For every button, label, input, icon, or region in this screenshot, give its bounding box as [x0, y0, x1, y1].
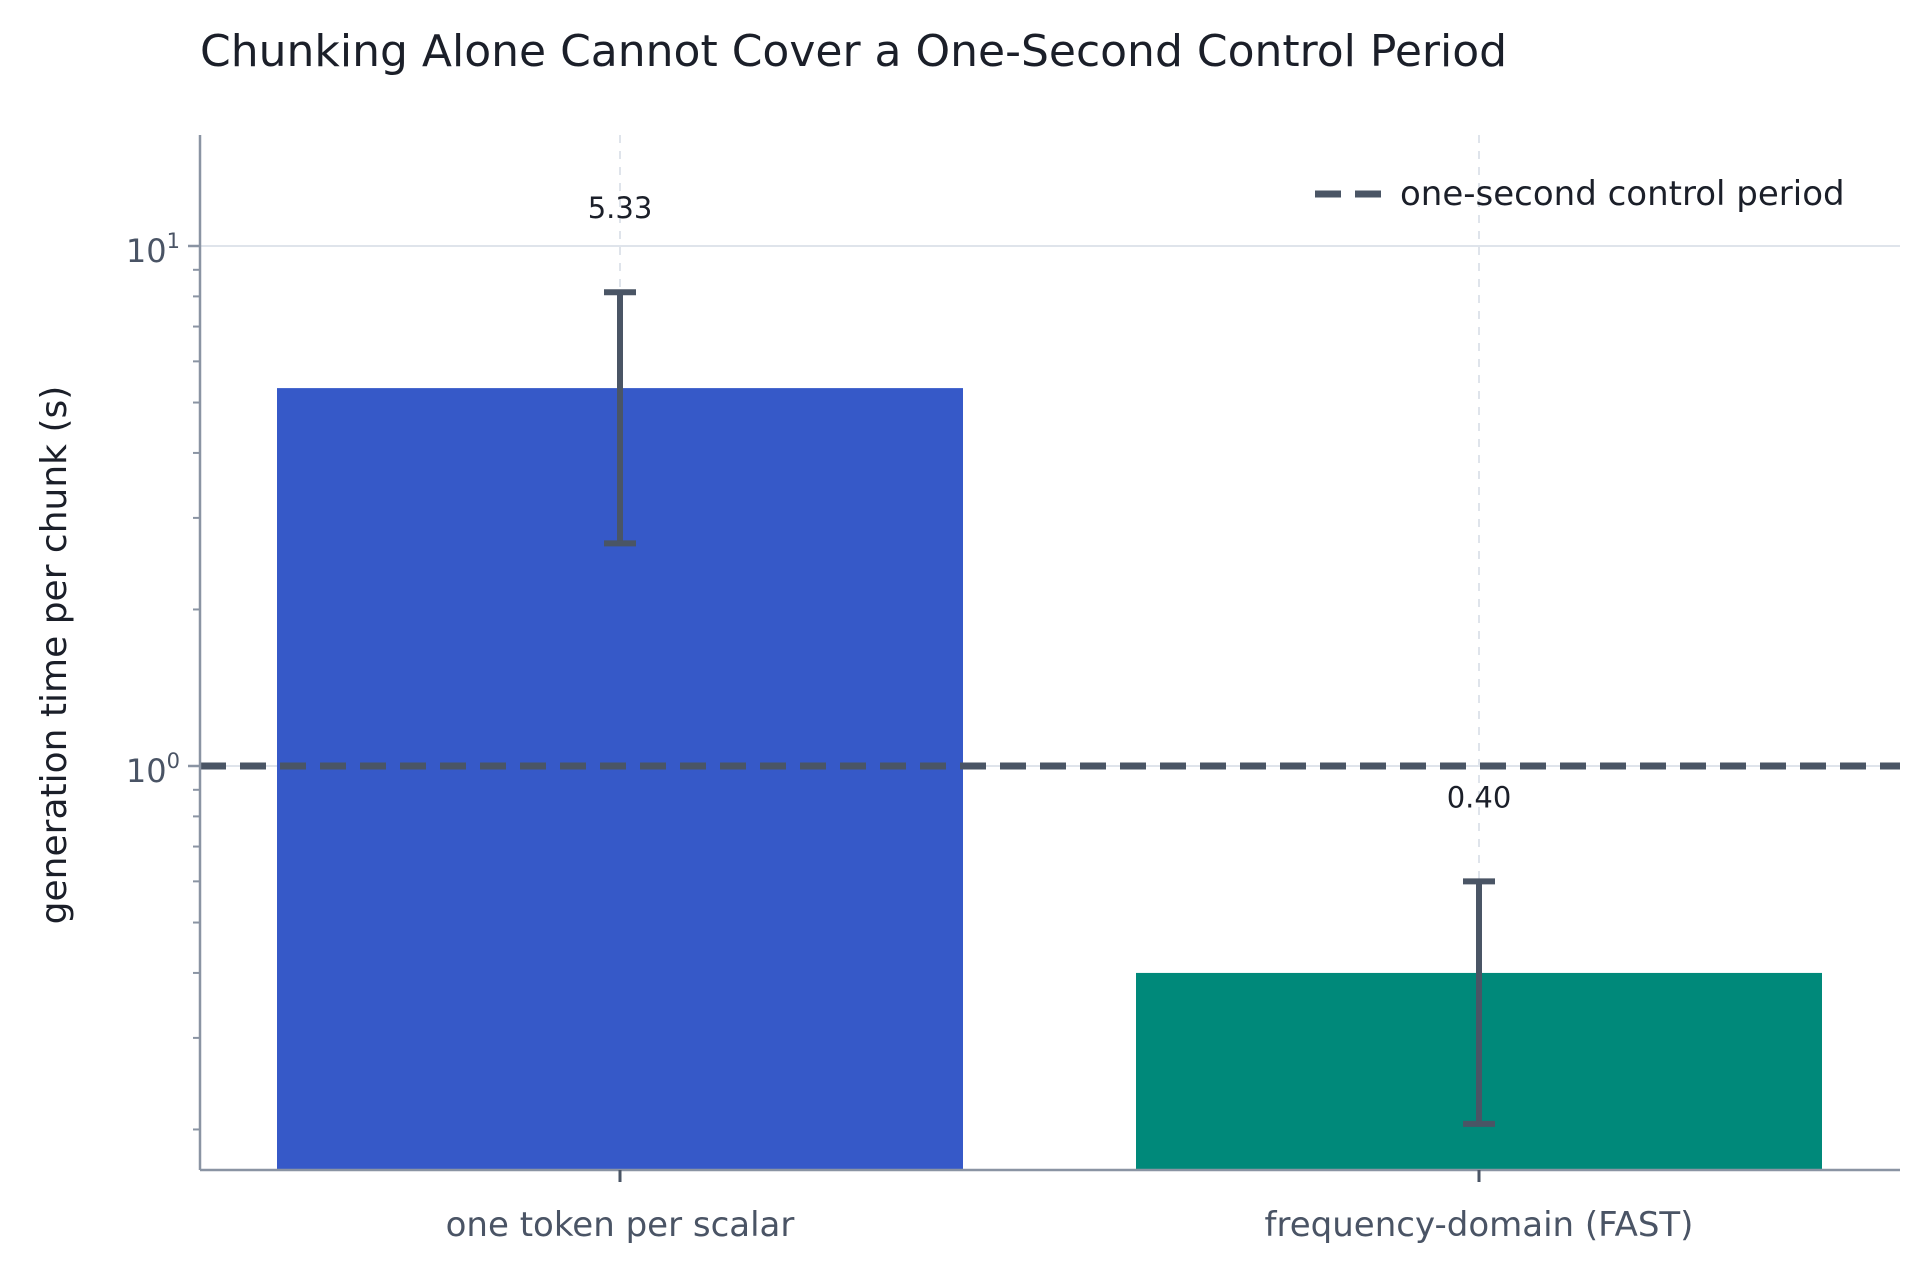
x-tick-label-0: one token per scalar	[446, 1205, 795, 1245]
bars	[277, 388, 1822, 1171]
y-axis-label: generation time per chunk (s)	[34, 386, 75, 925]
y-ticks: 100 101	[126, 229, 200, 1131]
legend: one-second control period	[1315, 174, 1845, 214]
y-tick-label-0: 100	[126, 749, 180, 790]
data-label-0: 5.33	[588, 191, 653, 225]
chart-title: Chunking Alone Cannot Cover a One-Second…	[200, 26, 1507, 77]
x-tick-label-1: frequency-domain (FAST)	[1265, 1205, 1694, 1245]
axes	[198, 135, 1900, 1172]
error-bars	[604, 289, 1495, 1127]
x-ticks: one token per scalar frequency-domain (FA…	[446, 1170, 1694, 1245]
data-labels: 5.33 0.40	[588, 191, 1512, 814]
data-label-1: 0.40	[1447, 780, 1512, 814]
y-tick-label-1: 101	[126, 229, 180, 270]
legend-label: one-second control period	[1400, 174, 1845, 214]
